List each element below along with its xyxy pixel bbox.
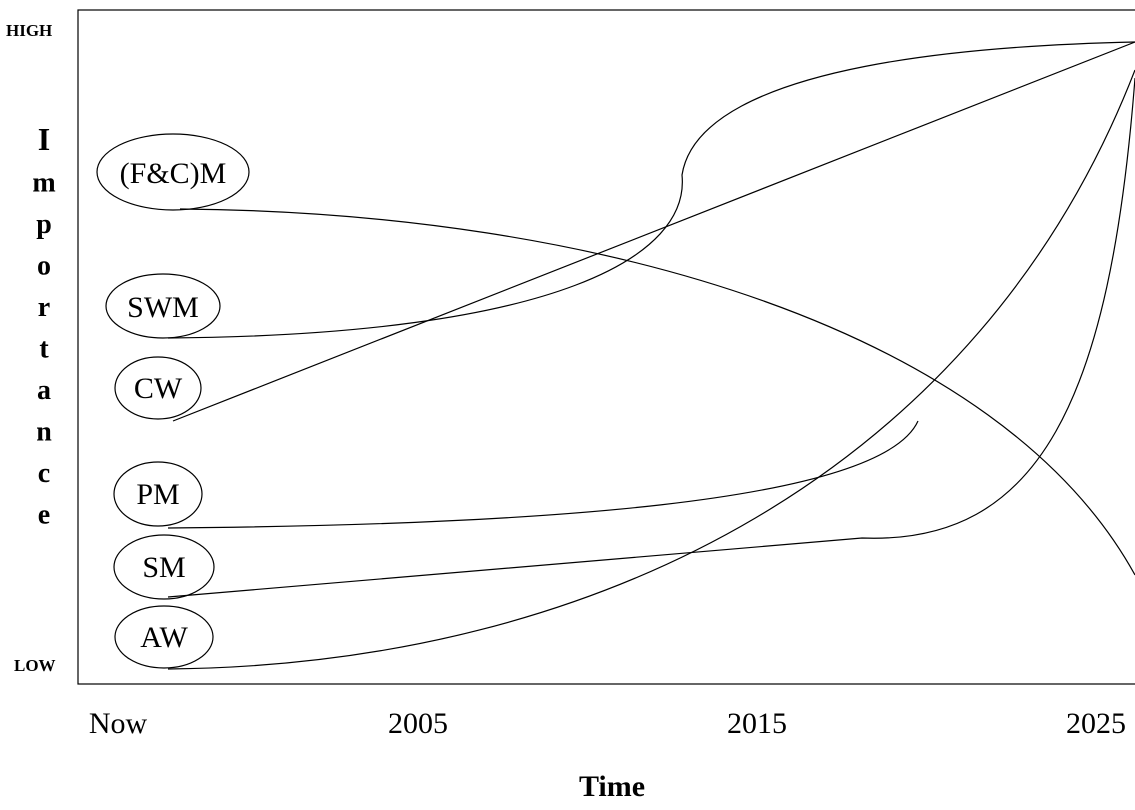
y-axis-label-letter: o [37,251,51,282]
series-cw-label: CW [114,356,202,420]
y-axis-label-letter: t [39,334,49,365]
svg-text:(F&C)M: (F&C)M [120,157,227,190]
series-pm-label: PM [113,461,203,527]
series-sm-line [167,77,1135,598]
svg-text:SM: SM [142,551,185,584]
y-tick-low: LOW [14,656,56,675]
x-tick-2025: 2025 [1066,707,1126,740]
series-cw-line [172,41,1135,422]
x-tick-now: Now [89,707,148,740]
x-tick-2015: 2015 [727,707,787,740]
x-axis-label: Time [579,770,645,803]
y-axis-label-letter: a [37,375,51,406]
y-axis-label-letter: I [38,121,50,157]
svg-text:CW: CW [134,372,183,405]
y-axis-label-letter: p [36,209,52,240]
svg-text:PM: PM [136,478,179,511]
series-sm-label: SM [113,534,215,600]
series-fcm-line [179,208,1135,576]
y-tick-high: HIGH [6,21,52,40]
series-swm-label: SWM [105,273,221,339]
svg-text:AW: AW [140,621,188,654]
y-axis-label-letter: m [32,168,55,199]
plot-frame [77,9,1135,685]
series-aw-line [167,69,1135,670]
series-aw-label: AW [114,605,214,669]
series-pm-line [167,420,919,529]
series-swm-line [167,41,1135,339]
y-axis-label-letter: n [36,417,52,448]
svg-text:SWM: SWM [127,291,199,324]
y-axis-label-letter: r [38,292,50,323]
series-fcm-label: (F&C)M [96,133,250,211]
x-tick-2005: 2005 [388,707,448,740]
y-axis-label-letter: c [38,458,50,489]
y-axis-label-letter: e [38,500,50,531]
